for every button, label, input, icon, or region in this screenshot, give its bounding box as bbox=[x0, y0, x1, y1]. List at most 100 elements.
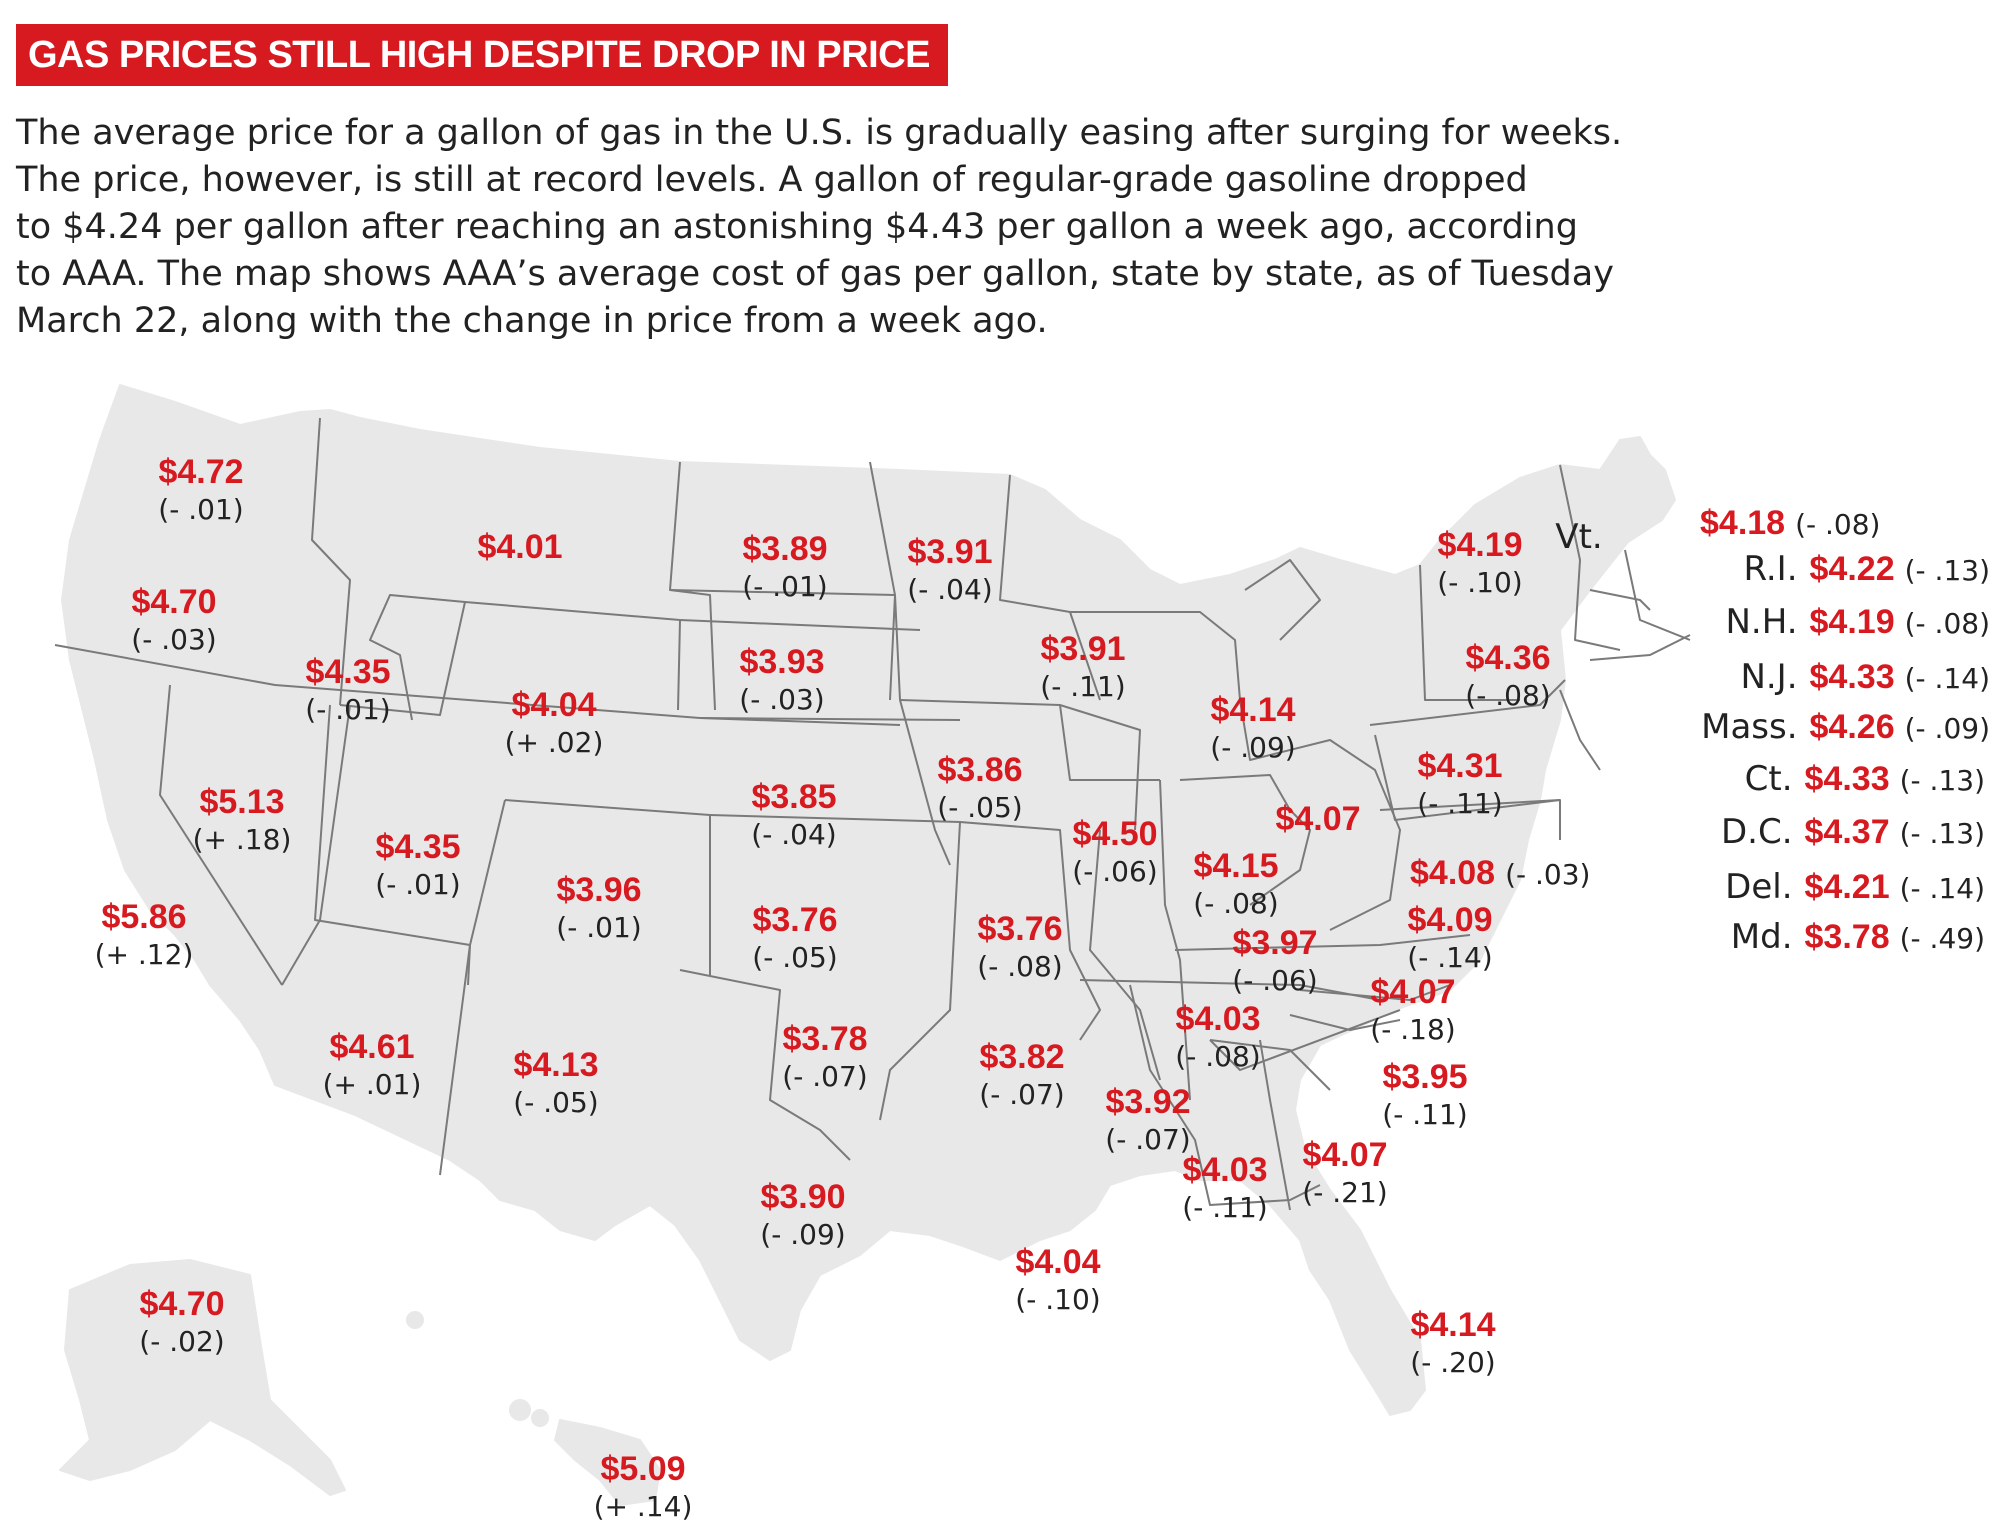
state-price: $5.86 bbox=[101, 898, 187, 936]
state-change: (- .05) bbox=[513, 1086, 599, 1119]
state-price: $3.82 bbox=[979, 1038, 1065, 1076]
state-label-id: $4.35 (- .01) bbox=[305, 655, 390, 724]
state-price: $3.96 bbox=[556, 871, 642, 909]
state-label-nm: $4.13 (- .05) bbox=[513, 1048, 598, 1117]
state-change: (- .01) bbox=[305, 693, 391, 726]
state-change: (- .04) bbox=[751, 818, 837, 851]
state-price: $4.35 bbox=[305, 653, 391, 691]
state-label-ks: $3.76 (- .05) bbox=[752, 903, 837, 972]
state-price: $4.07 bbox=[1370, 973, 1456, 1011]
state-price: $4.33 bbox=[1809, 658, 1895, 696]
state-price: $4.03 bbox=[1182, 1151, 1268, 1189]
state-price: $4.19 bbox=[1809, 603, 1895, 641]
state-label-ia: $3.86 (- .05) bbox=[937, 753, 1022, 822]
state-change: (- .08) bbox=[1175, 1040, 1261, 1073]
state-price: $4.37 bbox=[1804, 813, 1890, 851]
state-label-sc: $3.95 (- .11) bbox=[1382, 1060, 1467, 1129]
state-label-al: $4.03 (- .11) bbox=[1182, 1153, 1267, 1222]
intro-text: The average price for a gallon of gas in… bbox=[16, 113, 1623, 341]
state-name: Ct. bbox=[1744, 759, 1793, 799]
state-change: (+ .01) bbox=[322, 1068, 422, 1101]
state-price: $4.07 bbox=[1302, 1136, 1388, 1174]
state-label-ca: $5.86 (+ .12) bbox=[95, 900, 194, 969]
state-price: $4.26 bbox=[1809, 708, 1895, 746]
state-label-nd: $3.89 (- .01) bbox=[742, 532, 827, 601]
state-price: $4.61 bbox=[329, 1028, 415, 1066]
state-borders bbox=[54, 417, 1691, 1211]
state-price: $4.31 bbox=[1417, 747, 1503, 785]
state-price: $4.18 bbox=[1700, 504, 1786, 542]
northeast-row: Mass. $4.26 (- .09) bbox=[1701, 710, 1990, 744]
state-change: (- .01) bbox=[375, 868, 461, 901]
state-price: $4.22 bbox=[1809, 550, 1895, 588]
state-change: (- .10) bbox=[1015, 1283, 1101, 1316]
state-change: (- .14) bbox=[1407, 941, 1493, 974]
state-label-mi: $4.14 (- .09) bbox=[1210, 693, 1295, 762]
state-price: $4.14 bbox=[1410, 1306, 1496, 1344]
state-price: $4.35 bbox=[375, 828, 461, 866]
state-price: $4.19 bbox=[1437, 526, 1523, 564]
state-change: (- .08) bbox=[1904, 607, 1990, 640]
state-change: (- .09) bbox=[1210, 731, 1296, 764]
state-change: (- .07) bbox=[782, 1060, 868, 1093]
alaska-land bbox=[59, 1259, 346, 1496]
state-label-la: $4.04 (- .10) bbox=[1015, 1245, 1100, 1314]
state-name: Del. bbox=[1725, 867, 1793, 907]
state-price: $4.13 bbox=[513, 1046, 599, 1084]
state-price: $3.93 bbox=[739, 643, 825, 681]
state-label-ms: $3.92 (- .07) bbox=[1105, 1085, 1190, 1154]
state-change: (- .13) bbox=[1904, 554, 1990, 587]
state-change: (+ .12) bbox=[94, 938, 194, 971]
state-label-hi: $5.09 (+ .14) bbox=[594, 1452, 693, 1521]
state-name: N.H. bbox=[1725, 602, 1798, 642]
state-change: (- .10) bbox=[1437, 566, 1523, 599]
contiguous-us-land bbox=[61, 384, 1676, 1416]
state-price: $3.90 bbox=[760, 1178, 846, 1216]
state-label-ak: $4.70 (- .02) bbox=[139, 1287, 224, 1356]
state-label-wi: $3.91 (- .11) bbox=[1040, 632, 1125, 701]
state-change: (- .14) bbox=[1904, 662, 1990, 695]
state-change: (- .14) bbox=[1899, 872, 1985, 905]
state-price: $4.70 bbox=[131, 583, 217, 621]
state-price: $4.33 bbox=[1804, 760, 1890, 798]
state-name: D.C. bbox=[1720, 812, 1793, 852]
northeast-row: Del. $4.21 (- .14) bbox=[1725, 870, 1985, 904]
state-label-nv: $5.13 (+ .18) bbox=[193, 785, 292, 854]
state-price: $4.15 bbox=[1193, 847, 1279, 885]
state-label-wy: $4.04 (+ .02) bbox=[505, 688, 604, 757]
state-label-vt: $4.19 (- .10) Vt. bbox=[1437, 520, 1602, 599]
state-price: $4.01 bbox=[477, 528, 563, 566]
state-price: $4.08 bbox=[1410, 854, 1496, 892]
state-label-co: $3.96 (- .01) bbox=[556, 873, 641, 942]
state-label-va: $4.09 (- .14) bbox=[1407, 903, 1492, 972]
state-change: (- .11) bbox=[1417, 787, 1503, 820]
state-label-ut: $4.35 (- .01) bbox=[375, 830, 460, 899]
state-label-ok: $3.78 (- .07) bbox=[782, 1022, 867, 1091]
state-change: (- .09) bbox=[1904, 712, 1990, 745]
state-change: (- .03) bbox=[131, 623, 217, 656]
northeast-row: Ct. $4.33 (- .13) bbox=[1745, 762, 1985, 796]
state-label-sd: $3.93 (- .03) bbox=[739, 645, 824, 714]
state-change: (- .09) bbox=[760, 1218, 846, 1251]
state-change: (- .20) bbox=[1410, 1346, 1496, 1379]
state-price: $4.09 bbox=[1407, 901, 1493, 939]
state-change: (- .03) bbox=[1505, 858, 1591, 891]
state-price: $4.72 bbox=[158, 453, 244, 491]
state-price: $4.70 bbox=[139, 1285, 225, 1323]
state-label-ga: $4.07 (- .21) bbox=[1302, 1138, 1387, 1207]
state-change: (+ .14) bbox=[593, 1490, 693, 1523]
hawaii-land bbox=[554, 1419, 661, 1506]
state-price: $3.91 bbox=[1040, 630, 1126, 668]
state-label-mo: $3.76 (- .08) bbox=[977, 912, 1062, 981]
state-price: $4.14 bbox=[1210, 691, 1296, 729]
state-label-ny: $4.36 (- .08) bbox=[1465, 641, 1550, 710]
state-change: (- .08) bbox=[1193, 887, 1279, 920]
state-price: $3.78 bbox=[1804, 918, 1890, 956]
state-change: (- .18) bbox=[1370, 1013, 1456, 1046]
state-change: (- .08) bbox=[1795, 508, 1881, 541]
state-price: $3.91 bbox=[907, 533, 993, 571]
state-label-pa: $4.31 (- .11) bbox=[1417, 749, 1502, 818]
state-label-wv: $4.08 (- .03) bbox=[1410, 856, 1590, 890]
state-change: (- .04) bbox=[907, 573, 993, 606]
